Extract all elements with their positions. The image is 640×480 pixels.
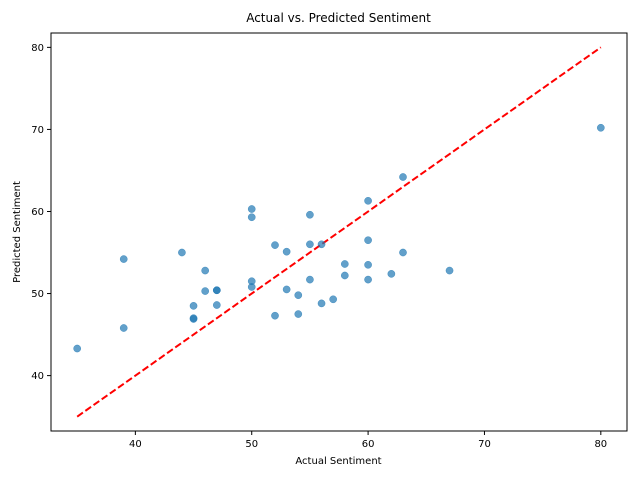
x-axis-label: Actual Sentiment <box>295 456 381 467</box>
chart-title: Actual vs. Predicted Sentiment <box>246 11 431 25</box>
data-point <box>364 275 372 284</box>
data-point <box>73 344 82 353</box>
y-tick-label: 60 <box>31 207 44 218</box>
data-point <box>340 271 349 280</box>
data-point <box>306 275 314 284</box>
data-point <box>329 295 338 304</box>
data-point <box>271 311 279 320</box>
data-point <box>317 240 326 249</box>
data-point <box>306 210 314 219</box>
x-tick-label: 40 <box>129 439 142 450</box>
data-point <box>201 287 210 295</box>
data-point <box>212 286 221 295</box>
x-tick-label: 60 <box>362 439 375 450</box>
x-tick-label: 50 <box>245 439 258 450</box>
y-axis: 40 50 60 70 80 <box>31 43 51 382</box>
axes-frame <box>50 32 628 432</box>
data-point <box>364 260 372 269</box>
data-point <box>294 291 303 300</box>
y-axis-label: Predicted Sentiment <box>12 181 23 283</box>
data-point <box>212 301 221 309</box>
data-point <box>399 173 407 181</box>
data-point <box>271 241 279 249</box>
data-point <box>364 236 372 245</box>
y-tick-label: 50 <box>31 289 44 300</box>
data-point <box>178 248 186 257</box>
data-point <box>387 270 396 278</box>
reference-line-layer <box>76 46 602 418</box>
y-tick-label: 70 <box>31 125 44 136</box>
data-point <box>294 310 303 318</box>
data-point <box>189 315 198 323</box>
data-point <box>201 266 210 275</box>
data-point <box>189 302 198 310</box>
data-point <box>247 205 256 213</box>
data-point <box>399 248 407 257</box>
data-point <box>306 240 314 249</box>
points-layer <box>73 123 605 353</box>
data-point <box>119 324 128 332</box>
x-tick-label: 80 <box>594 439 607 450</box>
data-point <box>445 266 454 275</box>
data-point <box>247 213 256 222</box>
data-point <box>317 299 326 308</box>
y-tick-label: 80 <box>31 43 44 54</box>
y-tick-label: 40 <box>31 371 44 382</box>
data-point <box>119 255 128 263</box>
x-axis: 40 50 60 70 80 <box>129 431 607 450</box>
data-point <box>364 196 372 205</box>
data-point <box>282 247 291 256</box>
data-point <box>596 123 605 132</box>
data-point <box>340 260 349 268</box>
data-point <box>247 283 256 291</box>
reference-line <box>76 46 602 418</box>
x-tick-label: 70 <box>478 439 491 450</box>
data-point <box>282 285 291 294</box>
